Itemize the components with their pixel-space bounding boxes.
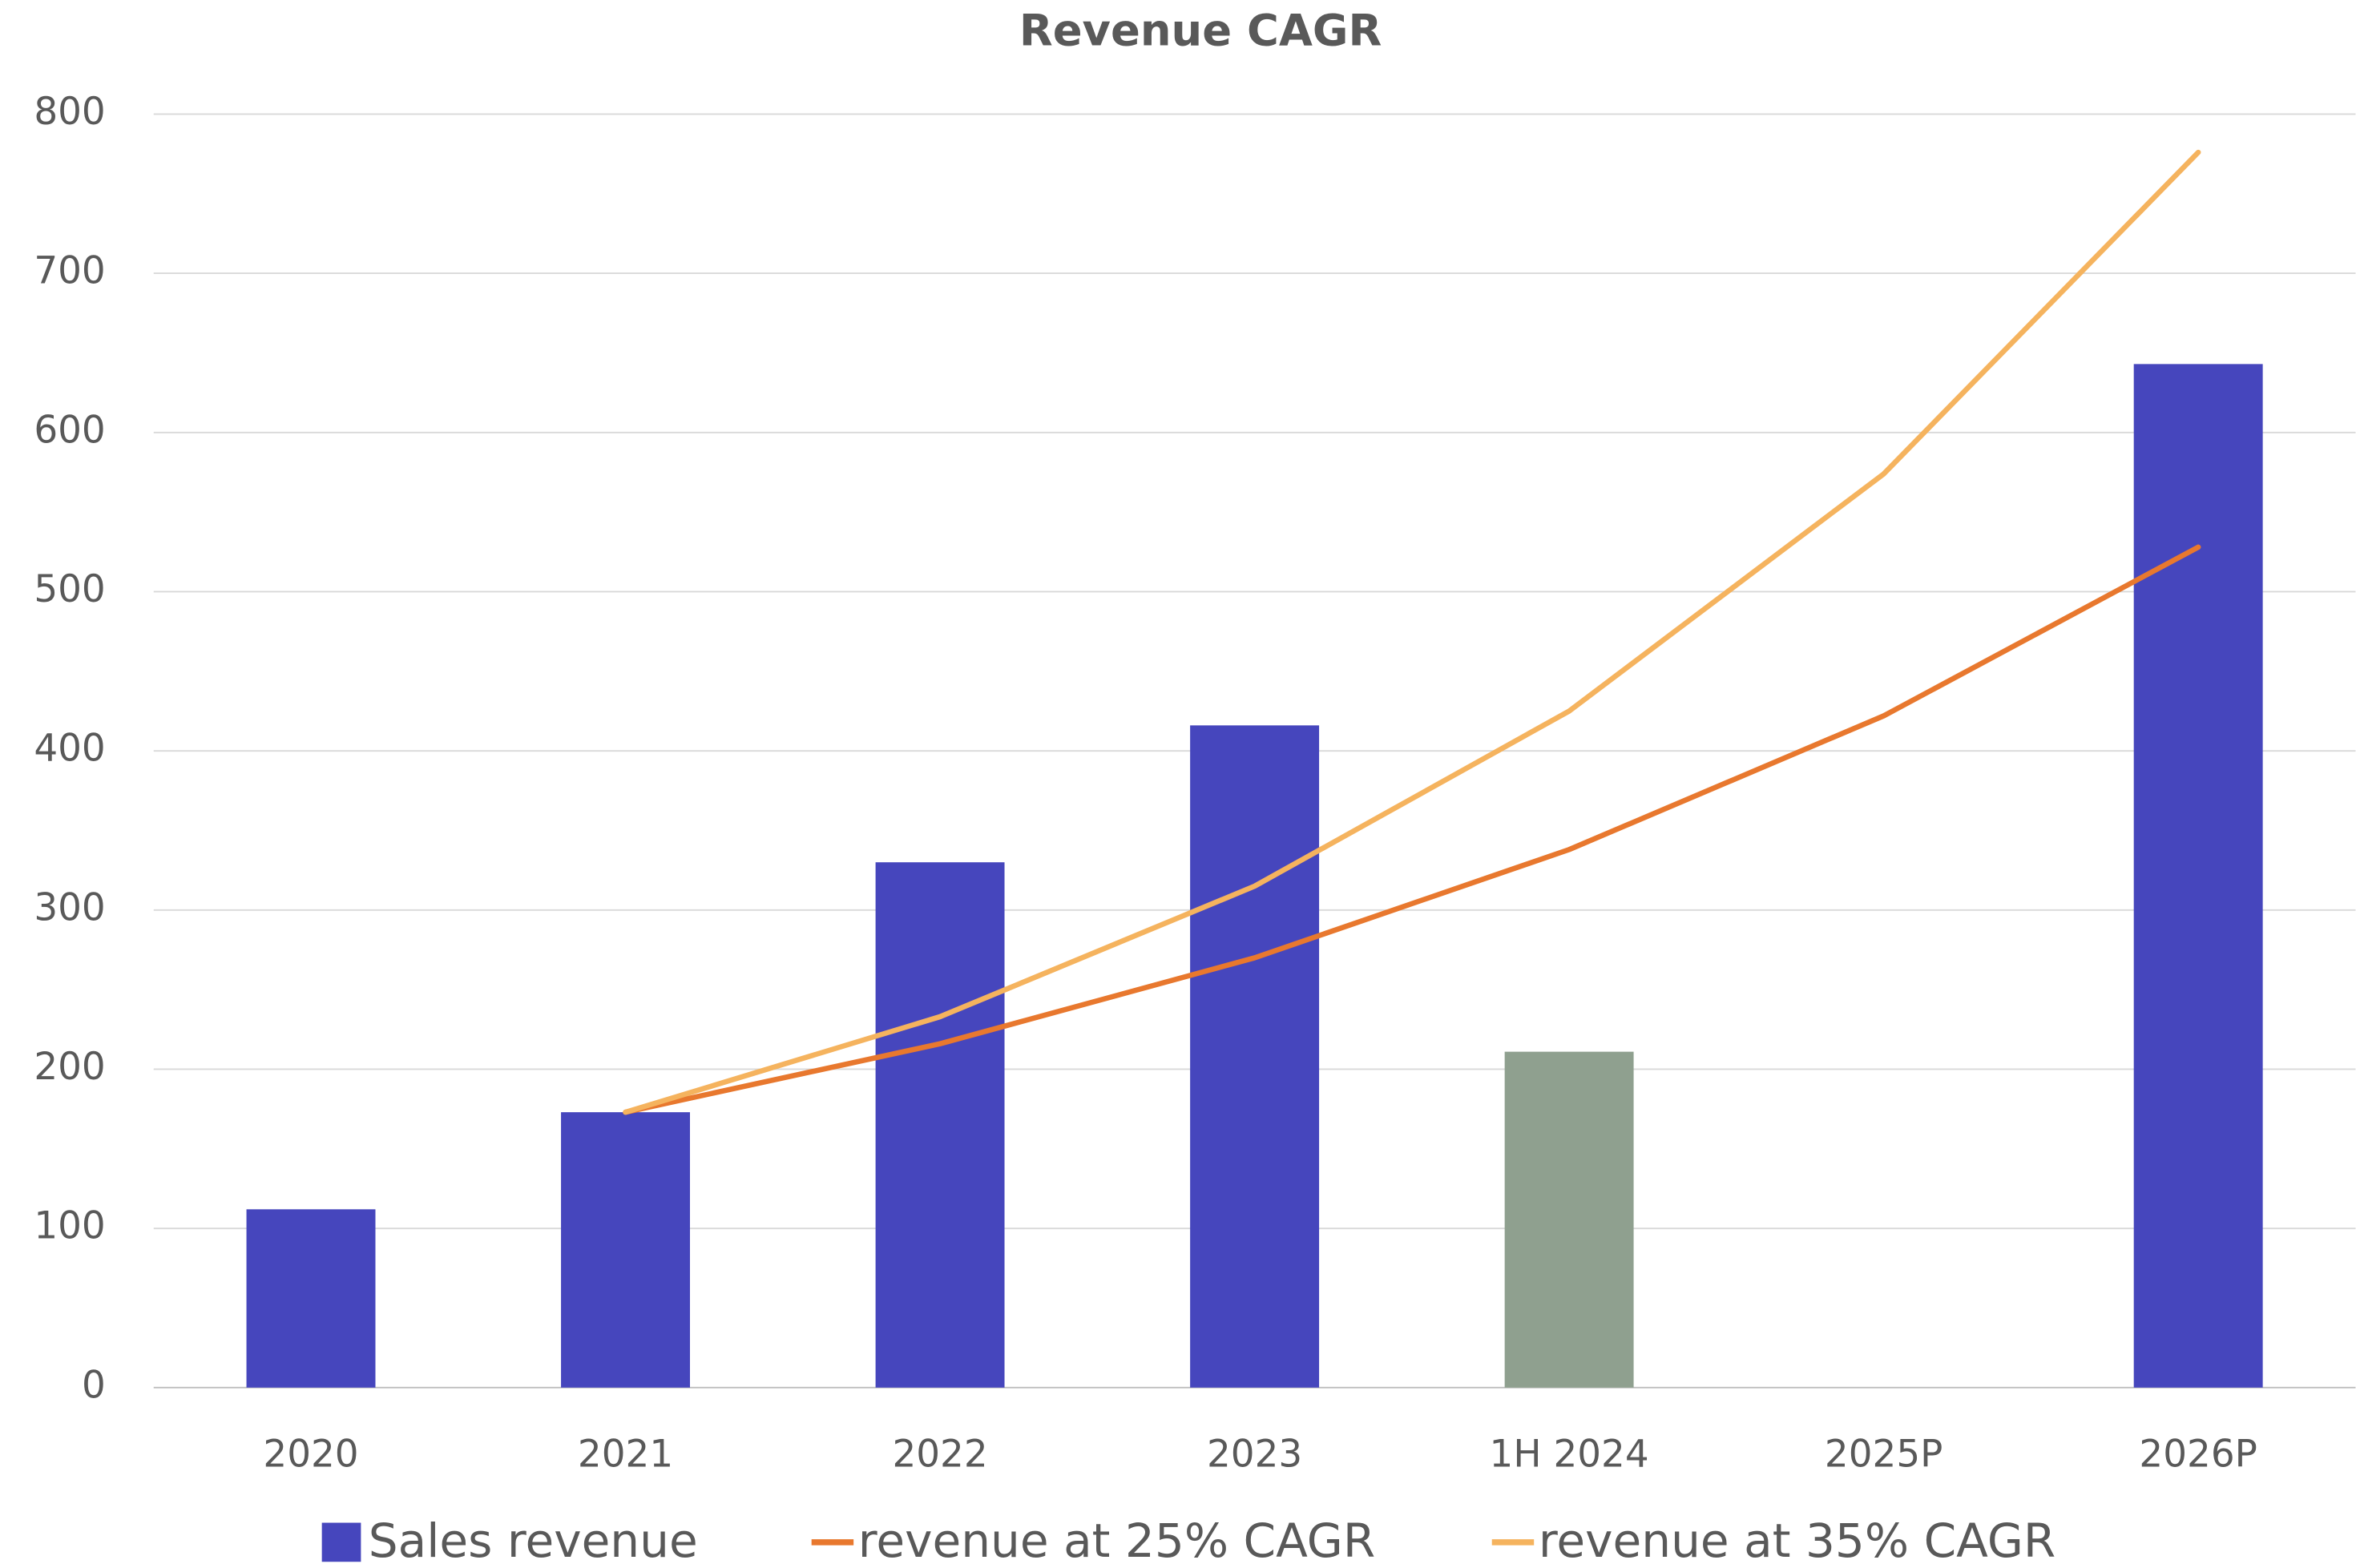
- y-tick-label: 0: [82, 1364, 106, 1407]
- x-tick-label: 2026P: [2139, 1433, 2257, 1477]
- bar: [1190, 725, 1320, 1388]
- legend-swatch: [321, 1522, 361, 1562]
- y-tick-label: 600: [34, 409, 105, 452]
- legend-label: revenue at 25% CAGR: [858, 1514, 1375, 1565]
- x-tick-label: 2023: [1207, 1433, 1302, 1477]
- bar: [561, 1112, 691, 1388]
- legend-label: Sales revenue: [369, 1514, 698, 1565]
- x-tick-label: 2021: [578, 1433, 673, 1477]
- bar: [246, 1209, 376, 1388]
- legend-label: revenue at 35% CAGR: [1539, 1514, 2055, 1565]
- y-tick-label: 300: [34, 886, 105, 929]
- y-tick-label: 200: [34, 1046, 105, 1089]
- x-tick-label: 2022: [892, 1433, 987, 1477]
- y-tick-label: 500: [34, 568, 105, 611]
- x-tick-label: 2020: [263, 1433, 358, 1477]
- bar: [2133, 364, 2263, 1388]
- bar: [1504, 1051, 1634, 1388]
- chart-title: Revenue CAGR: [1019, 5, 1382, 55]
- x-tick-label: 1H 2024: [1490, 1433, 1649, 1477]
- y-tick-label: 100: [34, 1205, 105, 1248]
- y-tick-label: 400: [34, 728, 105, 771]
- line: [623, 149, 2201, 1115]
- bar: [875, 862, 1005, 1388]
- x-tick-label: 2025P: [1825, 1433, 1942, 1477]
- y-tick-label: 700: [34, 250, 105, 293]
- y-tick-label: 800: [34, 91, 105, 134]
- line: [623, 544, 2201, 1115]
